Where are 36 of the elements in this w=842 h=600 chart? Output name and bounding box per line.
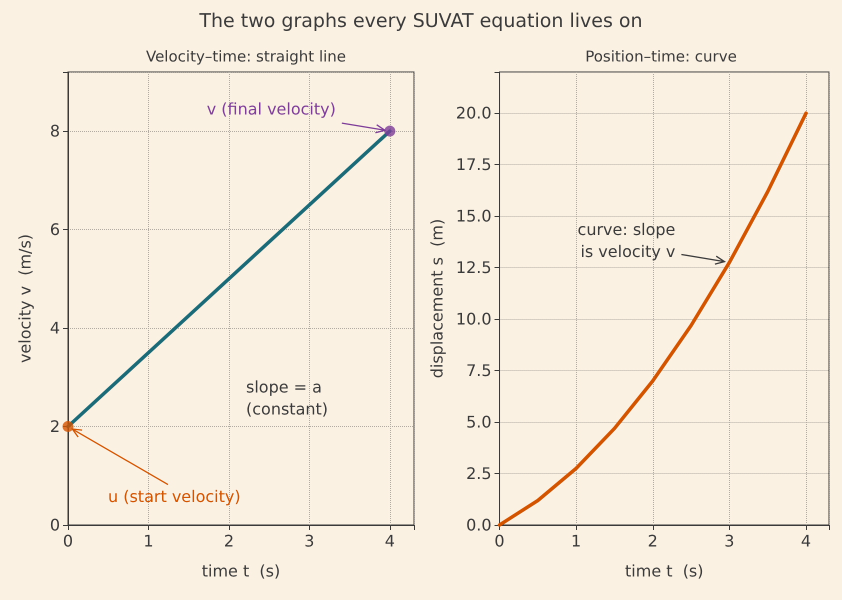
annotation: slope = a (constant) xyxy=(246,378,328,418)
y-tick-label: 8 xyxy=(50,122,60,141)
y-axis-title: displacement s (m) xyxy=(428,218,446,378)
y-tick-label: 20.0 xyxy=(456,104,492,123)
line-series xyxy=(498,111,808,527)
y-tick-label: 4 xyxy=(50,318,60,338)
x-tick-label: 2 xyxy=(648,532,658,550)
y-tick-label: 2 xyxy=(50,417,60,436)
x-tick-label: 1 xyxy=(143,532,154,550)
x-tick-label: 1 xyxy=(571,532,582,550)
x-tick-label: 0 xyxy=(62,532,74,550)
annotation: v (final velocity) xyxy=(206,100,336,119)
text: The two graphs every SUVAT equation lives on xyxy=(198,10,644,32)
x-tick-label: 4 xyxy=(384,532,395,550)
x-axis-title: time t (s) xyxy=(202,562,280,580)
y-tick-label: 2.5 xyxy=(466,464,492,484)
y-tick-label: 12.5 xyxy=(456,258,492,278)
y-axis-title: velocity v (m/s) xyxy=(16,234,34,364)
x-tick-label: 0 xyxy=(494,532,505,550)
y-tick-label: 0 xyxy=(50,516,60,534)
chart-title: Position–time: curve xyxy=(585,48,737,66)
annotation: curve: slope is velocity v xyxy=(578,220,676,261)
y-tick-label: 7.5 xyxy=(466,361,492,380)
y-tick-label: 17.5 xyxy=(456,155,492,174)
x-tick-label: 3 xyxy=(724,532,734,550)
y-tick-label: 5.0 xyxy=(466,412,492,432)
x-tick-label: 2 xyxy=(224,532,234,550)
chart-title: Velocity–time: straight line xyxy=(146,48,346,66)
x-tick-label: 3 xyxy=(304,532,314,550)
x-axis-title: time t (s) xyxy=(625,562,704,580)
y-tick-label: 0.0 xyxy=(466,516,492,534)
y-tick-label: 10.0 xyxy=(456,310,492,329)
annotation: u (start velocity) xyxy=(108,487,241,506)
x-tick-label: 4 xyxy=(800,532,812,550)
y-tick-label: 15.0 xyxy=(456,206,492,226)
y-tick-label: 6 xyxy=(50,220,60,240)
